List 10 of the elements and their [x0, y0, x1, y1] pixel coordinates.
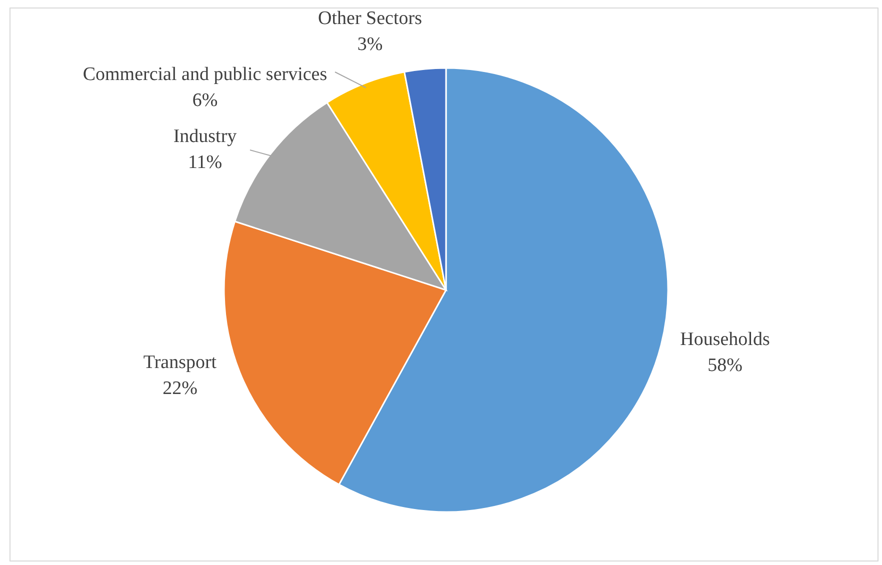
slice-label: Transport [143, 352, 218, 373]
slice-label: Other Sectors [318, 8, 422, 29]
slice-label: Households [680, 329, 770, 350]
data-label: 3% [357, 34, 383, 55]
data-label: 11% [188, 152, 222, 173]
slice-label: Industry [173, 126, 238, 147]
data-label: 22% [162, 378, 198, 399]
slice-label: Commercial and public services [82, 64, 328, 85]
data-label: 6% [192, 90, 218, 111]
data-label: 58% [708, 355, 743, 376]
